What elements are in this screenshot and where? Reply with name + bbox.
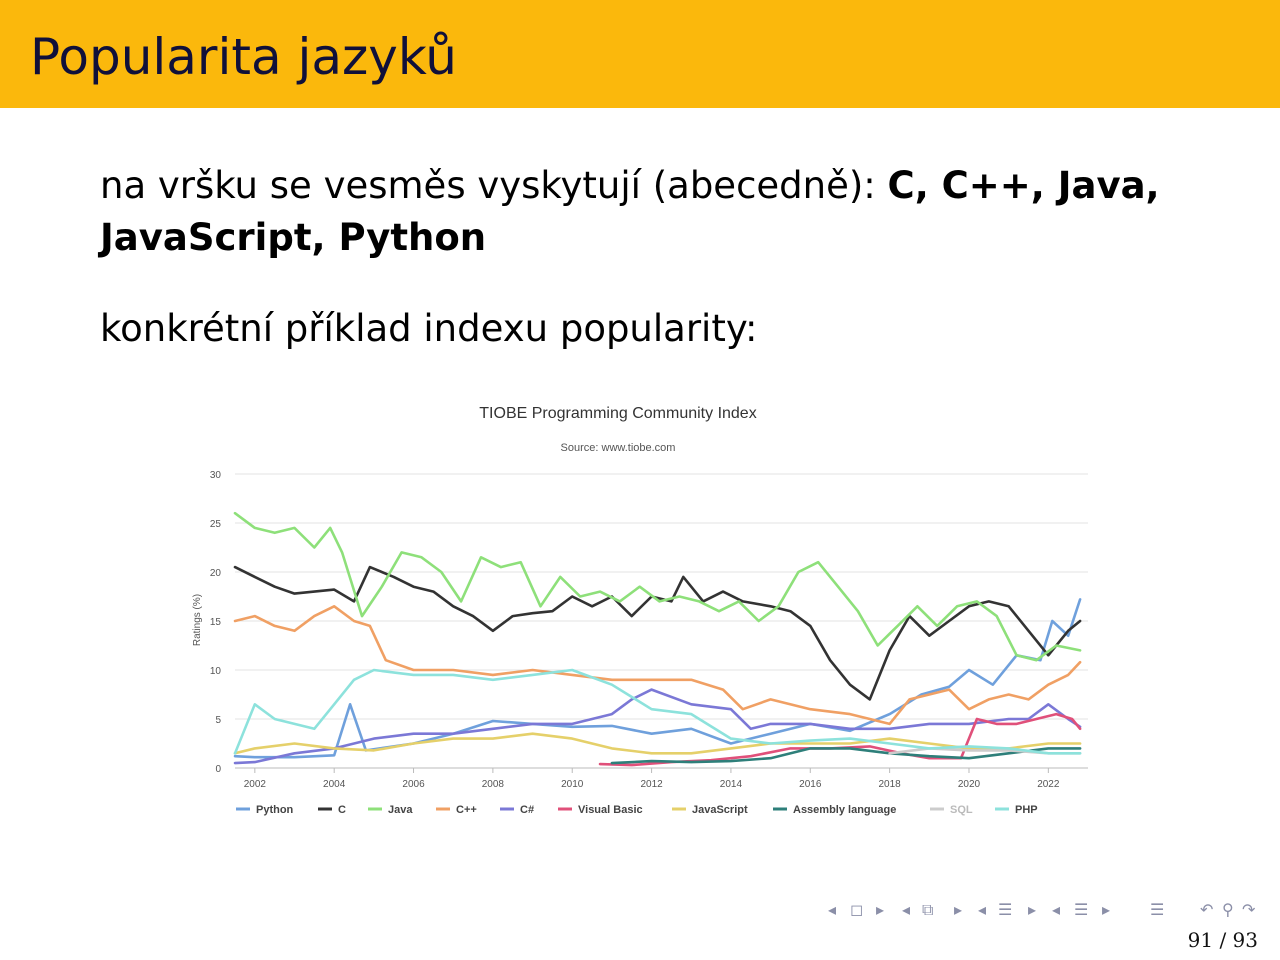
y-tick-label: 10 — [210, 666, 222, 677]
y-tick-label: 20 — [210, 568, 222, 579]
paragraph-languages-text: na vršku se vesměs vyskytují (abecedně): — [100, 164, 888, 207]
paragraph-languages: na vršku se vesměs vyskytují (abecedně):… — [100, 160, 1200, 264]
series-line-assembly-language — [610, 747, 1082, 765]
section-icon[interactable]: ☰ — [998, 900, 1013, 919]
subsection-icon[interactable]: ⧉ — [922, 900, 934, 919]
y-tick-label: 5 — [215, 715, 221, 726]
y-axis-label: Ratings (%) — [192, 594, 203, 646]
toc-icon[interactable]: ☰ — [1150, 900, 1165, 919]
series-line-c- — [233, 688, 1082, 765]
legend-label-c-: C# — [520, 804, 534, 816]
nav-prev-icon[interactable]: ◂ — [978, 900, 987, 919]
back-icon[interactable]: ↶ — [1200, 900, 1214, 919]
legend-label-python: Python — [256, 804, 294, 816]
chart-plot-area — [233, 511, 1082, 767]
tiobe-chart: TIOBE Programming Community Index Source… — [192, 405, 1088, 816]
nav-prev-icon[interactable]: ◂ — [828, 900, 837, 919]
x-tick-label: 2012 — [640, 779, 663, 790]
nav-next-icon[interactable]: ▸ — [1028, 900, 1037, 919]
x-tick-label: 2022 — [1037, 779, 1060, 790]
page-number: 91 / 93 — [1187, 928, 1258, 952]
slide-header: Popularita jazyků — [0, 0, 1280, 108]
legend-label-assembly-language: Assembly language — [793, 804, 896, 816]
legend-label-c: C — [338, 804, 346, 816]
x-tick-label: 2010 — [561, 779, 584, 790]
languages-bold-2: JavaScript, Python — [100, 216, 487, 259]
document-icon[interactable]: ☰ — [1074, 900, 1089, 919]
chart-title: TIOBE Programming Community Index — [479, 405, 756, 422]
series-line-java — [233, 511, 1082, 662]
chart-subtitle: Source: www.tiobe.com — [561, 442, 676, 454]
chart-legend: Python C Java C++ C# Visual Basic JavaScript As… — [236, 804, 1038, 816]
x-tick-label: 2018 — [879, 779, 902, 790]
x-tick-label: 2004 — [323, 779, 346, 790]
nav-prev-icon[interactable]: ◂ — [1052, 900, 1061, 919]
legend-label-c-: C++ — [456, 804, 477, 816]
nav-next-icon[interactable]: ▸ — [1102, 900, 1111, 919]
legend-label-javascript: JavaScript — [692, 804, 748, 816]
x-tick-label: 2016 — [799, 779, 822, 790]
y-tick-label: 0 — [215, 764, 221, 775]
forward-icon[interactable]: ↷ — [1242, 900, 1256, 919]
x-tick-label: 2008 — [482, 779, 505, 790]
chart-grid: 0 5 10 15 20 25 30 2002 2004 2006 2008 2010 2012 2014… — [210, 470, 1088, 790]
nav-next-icon[interactable]: ▸ — [954, 900, 963, 919]
y-tick-label: 30 — [210, 470, 222, 481]
frame-icon[interactable]: ◻ — [850, 900, 864, 919]
series-line-python — [233, 598, 1082, 759]
paragraph-example: konkrétní příklad indexu popularity: — [100, 307, 758, 350]
series-line-c — [233, 565, 1082, 701]
y-tick-label: 15 — [210, 617, 222, 628]
languages-bold-1: C, C++, Java, — [887, 164, 1160, 207]
y-tick-label: 25 — [210, 519, 222, 530]
beamer-navigation: ◂ ◻ ▸ ◂ ⧉ ▸ ◂ ☰ ▸ ◂ ☰ ▸ ☰ ↶ ⚲ ↷ — [828, 900, 1268, 926]
slide-title: Popularita jazyků — [30, 28, 457, 86]
x-tick-label: 2006 — [402, 779, 425, 790]
x-tick-label: 2002 — [244, 779, 267, 790]
nav-next-icon[interactable]: ▸ — [876, 900, 885, 919]
legend-label-visual-basic: Visual Basic — [578, 804, 643, 816]
legend-label-php: PHP — [1015, 804, 1038, 816]
search-icon[interactable]: ⚲ — [1222, 900, 1234, 919]
series-line-javascript — [233, 732, 1082, 755]
legend-label-sql: SQL — [950, 804, 973, 816]
nav-prev-icon[interactable]: ◂ — [902, 900, 911, 919]
x-tick-label: 2014 — [720, 779, 743, 790]
legend-label-java: Java — [388, 804, 413, 816]
series-line-c- — [233, 605, 1082, 726]
x-tick-label: 2020 — [958, 779, 981, 790]
series-line-php — [233, 668, 1082, 755]
